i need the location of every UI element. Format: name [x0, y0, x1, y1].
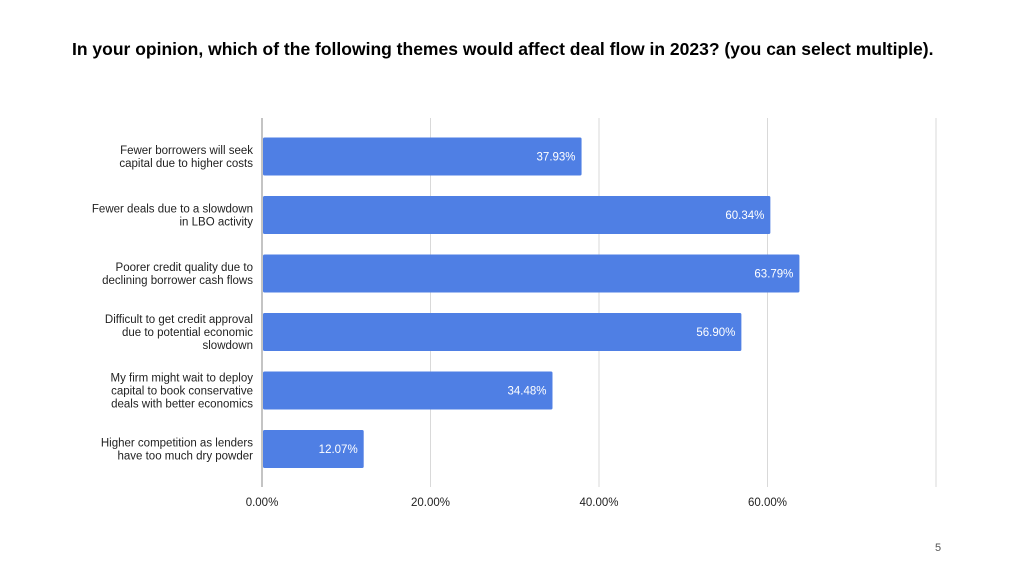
data-label-5: 12.07% — [319, 444, 358, 456]
x-tick-label-1: 20.00% — [411, 497, 450, 509]
data-label-3: 56.90% — [696, 327, 735, 339]
category-label-1-line-1: in LBO activity — [180, 217, 254, 229]
category-label-3: Difficult to get credit approval due to p… — [105, 314, 253, 352]
category-label-2-line-1: declining borrower cash flows — [102, 275, 253, 287]
bar-2 — [263, 254, 800, 293]
data-label-1: 60.34% — [725, 210, 764, 222]
category-label-3-line-0: Difficult to get credit approval — [105, 314, 253, 326]
bar-1 — [263, 196, 771, 234]
data-labels: 37.93% 60.34% 63.79% 56.90% 34.48% 12.07% — [319, 152, 794, 457]
x-tick-label-3: 60.00% — [748, 497, 787, 509]
data-label-0: 37.93% — [537, 152, 576, 164]
category-label-5-line-0: Higher competition as lenders — [101, 438, 253, 450]
category-label-4-line-1: capital to book conservative — [111, 386, 253, 398]
category-label-1: Fewer deals due to a slowdown in LBO acti… — [92, 204, 253, 229]
slide-title: In your opinion, which of the following … — [72, 39, 934, 59]
category-label-4-line-2: deals with better economics — [111, 399, 253, 411]
category-label-3-line-2: slowdown — [203, 340, 254, 352]
bar-4 — [263, 371, 553, 410]
bars — [263, 137, 800, 468]
category-label-1-line-0: Fewer deals due to a slowdown — [92, 204, 253, 216]
x-axis-tick-labels: 0.00% 20.00% 40.00% 60.00% — [246, 497, 787, 509]
category-label-2-line-0: Poorer credit quality due to — [116, 262, 253, 274]
category-label-3-line-1: due to potential economic — [122, 327, 253, 339]
bar-3 — [263, 313, 742, 351]
x-tick-label-0: 0.00% — [246, 497, 279, 509]
gridlines — [261, 118, 937, 487]
category-labels: Fewer borrowers will seek capital due to … — [92, 145, 253, 463]
bar-0 — [263, 137, 582, 176]
category-label-4: My firm might wait to deploy capital to b… — [110, 373, 253, 411]
x-tick-label-2: 40.00% — [579, 497, 618, 509]
category-label-0: Fewer borrowers will seek capital due to … — [119, 145, 253, 170]
page-number: 5 — [935, 542, 942, 554]
category-label-2: Poorer credit quality due to declining bo… — [102, 262, 253, 287]
category-label-5-line-1: have too much dry powder — [117, 451, 253, 463]
data-label-2: 63.79% — [754, 269, 793, 281]
category-label-0-line-0: Fewer borrowers will seek — [120, 145, 253, 157]
category-label-4-line-0: My firm might wait to deploy — [110, 373, 253, 385]
category-label-5: Higher competition as lenders have too mu… — [101, 438, 253, 463]
data-label-4: 34.48% — [507, 386, 546, 398]
bar-5 — [263, 430, 364, 468]
category-label-0-line-1: capital due to higher costs — [119, 158, 253, 170]
